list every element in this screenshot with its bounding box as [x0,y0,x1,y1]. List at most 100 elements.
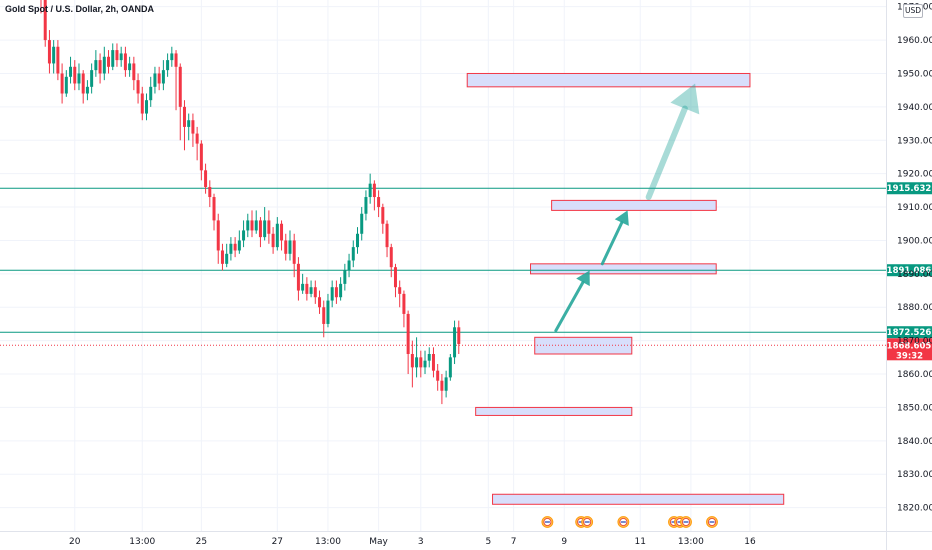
zone-box [466,72,751,88]
arrow-shaft [554,280,585,333]
candle-body [368,183,372,198]
candle-body [402,293,406,314]
x-tick-label: 5 [485,537,491,547]
currency-button[interactable]: USD [903,4,923,18]
candle-body [275,223,279,248]
y-tick-label: 1930.000 [897,136,932,146]
candle-body [73,66,77,84]
candle-body [102,56,106,74]
candle-body [182,106,186,127]
y-tick-label: 1960.000 [897,36,932,46]
y-tick-label: 1890.000 [897,270,932,280]
candle-body [119,53,123,61]
candle-body [351,247,355,261]
candle-body [140,93,144,114]
candle-body [157,73,161,84]
candle-body [457,327,461,344]
candle-body [43,0,47,41]
candle-body [161,70,165,84]
candle-body [250,220,254,231]
candle-body [191,120,195,134]
arrow-shaft [645,105,688,201]
x-tick-label: 27 [272,537,283,547]
y-tick-label: 1830.000 [897,470,932,480]
candle-body [254,220,258,231]
candle-body [288,240,292,254]
candle-body [233,243,237,251]
candle-body [406,313,410,354]
candle-body [267,220,271,234]
candle-body [339,283,343,298]
candle-body [415,357,419,368]
candle-body [330,287,334,301]
candle-body [47,40,51,64]
candle-body [229,243,233,254]
candle-body [284,240,288,254]
level-price-tag [887,182,932,195]
projection-arrows [554,83,700,333]
candle-body [444,377,448,391]
candle-body [64,76,68,94]
candle-body [123,53,127,71]
candle-body [187,120,191,127]
x-tick-label: 13:00 [315,537,341,547]
candle-body [56,46,60,74]
candle-body [436,370,440,381]
candle-body [356,233,359,248]
current-price-tag [887,338,932,361]
supply-demand-zones [466,72,785,505]
level-price-label: 1891.086 [887,266,932,276]
level-price-tag [887,264,932,277]
candle-body [322,307,326,324]
candle-body [145,100,148,114]
candle-body [208,187,212,198]
y-tick-label: 1920.000 [897,170,932,180]
candle-body [237,240,241,251]
candle-body [225,253,229,264]
y-tick-label: 1820.000 [897,504,932,514]
candle-body [166,60,170,71]
candle-body [440,380,444,391]
candle-body [305,283,309,294]
candle-body [360,213,364,234]
y-tick-label: 1840.000 [897,437,932,447]
level-price-tag [887,326,932,339]
candle-body [107,56,111,67]
candle-body [170,53,174,61]
candle-body [271,233,275,248]
candle-body [393,267,397,288]
candle-body [216,220,220,251]
candle-body [423,360,427,368]
candle-body [128,63,132,71]
arrow-shaft [600,221,624,266]
candle-body [85,86,89,94]
candle-body [431,354,435,371]
candle-body [220,250,224,264]
candle-body [136,80,140,94]
x-tick-label: 13:00 [678,537,704,547]
zone-box [492,493,785,505]
y-tick-label: 1860.000 [897,370,932,380]
candle-body [204,170,208,188]
x-tick-label: 13:00 [129,537,155,547]
candle-body [246,220,250,231]
y-tick-label: 1900.000 [897,236,932,246]
candle-body [174,53,178,67]
y-tick-label: 1880.000 [897,303,932,313]
level-price-label: 1872.526 [887,328,932,338]
candle-body [132,63,136,81]
candle-body [301,283,305,291]
candle-body [334,287,338,298]
candle-body [149,86,153,101]
candle-body [381,207,385,224]
candle-body [60,73,64,94]
y-tick-label: 1950.000 [897,69,932,79]
candle-body [292,240,296,264]
level-price-label: 1915.632 [887,184,932,194]
x-tick-label: 16 [744,537,756,547]
candle-body [313,287,317,298]
x-tick-label: 25 [196,537,207,547]
candle-body [77,73,81,84]
